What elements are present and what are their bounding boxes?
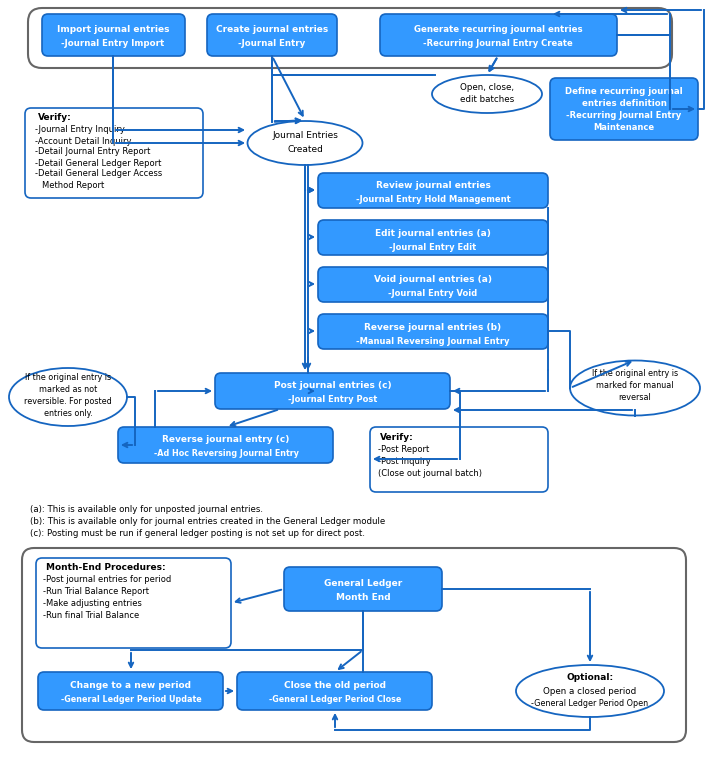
Text: Define recurring journal: Define recurring journal <box>565 87 683 95</box>
FancyBboxPatch shape <box>550 78 698 140</box>
Text: -Detail General Ledger Report: -Detail General Ledger Report <box>35 158 161 168</box>
Text: Edit journal entries (a): Edit journal entries (a) <box>375 229 491 238</box>
Text: (b): This is available only for journal entries created in the General Ledger mo: (b): This is available only for journal … <box>30 517 385 527</box>
Text: edit batches: edit batches <box>460 95 514 104</box>
Text: (Close out journal batch): (Close out journal batch) <box>378 469 482 479</box>
Text: Void journal entries (a): Void journal entries (a) <box>374 276 492 284</box>
FancyBboxPatch shape <box>318 314 548 349</box>
FancyBboxPatch shape <box>215 373 450 409</box>
FancyBboxPatch shape <box>380 14 617 56</box>
Text: -Detail Journal Entry Report: -Detail Journal Entry Report <box>35 148 150 156</box>
Text: -General Ledger Period Close: -General Ledger Period Close <box>269 694 401 703</box>
Text: marked as not: marked as not <box>39 386 97 395</box>
Text: Optional:: Optional: <box>566 674 614 683</box>
Text: -Post Inquiry: -Post Inquiry <box>378 457 430 466</box>
Text: -Manual Reversing Journal Entry: -Manual Reversing Journal Entry <box>356 337 510 345</box>
Ellipse shape <box>248 121 362 165</box>
FancyBboxPatch shape <box>42 14 185 56</box>
Text: -Recurring Journal Entry: -Recurring Journal Entry <box>566 110 682 120</box>
Text: Month End: Month End <box>336 594 390 603</box>
Text: -Journal Entry Edit: -Journal Entry Edit <box>389 242 476 251</box>
Text: (a): This is available only for unposted journal entries.: (a): This is available only for unposted… <box>30 505 263 514</box>
Ellipse shape <box>516 665 664 717</box>
FancyBboxPatch shape <box>318 267 548 302</box>
FancyBboxPatch shape <box>38 672 223 710</box>
Text: Reverse journal entry (c): Reverse journal entry (c) <box>162 436 290 444</box>
FancyBboxPatch shape <box>370 427 548 492</box>
Text: -Journal Entry: -Journal Entry <box>239 40 306 49</box>
FancyBboxPatch shape <box>36 558 231 648</box>
Text: -Post journal entries for period: -Post journal entries for period <box>43 575 171 584</box>
Text: entries only.: entries only. <box>44 409 92 418</box>
Text: -Recurring Journal Entry Create: -Recurring Journal Entry Create <box>423 40 573 49</box>
FancyBboxPatch shape <box>22 548 686 742</box>
Text: Open, close,: Open, close, <box>460 84 514 92</box>
Text: General Ledger: General Ledger <box>324 579 402 588</box>
Text: (c): Posting must be run if general ledger posting is not set up for direct post: (c): Posting must be run if general ledg… <box>30 530 365 539</box>
Text: marked for manual: marked for manual <box>596 382 674 390</box>
Text: -Post Report: -Post Report <box>378 446 429 454</box>
Text: -Run final Trial Balance: -Run final Trial Balance <box>43 611 139 620</box>
Text: -Run Trial Balance Report: -Run Trial Balance Report <box>43 588 149 597</box>
FancyBboxPatch shape <box>25 108 203 198</box>
Text: Verify:: Verify: <box>38 114 72 123</box>
Text: If the original entry is: If the original entry is <box>592 370 678 379</box>
Text: Create journal entries: Create journal entries <box>216 25 328 34</box>
FancyBboxPatch shape <box>28 8 672 68</box>
Text: Journal Entries: Journal Entries <box>272 132 338 140</box>
Text: Open a closed period: Open a closed period <box>543 687 636 696</box>
Ellipse shape <box>9 368 127 426</box>
Text: -Detail General Ledger Access: -Detail General Ledger Access <box>35 169 162 178</box>
Text: Created: Created <box>287 146 323 155</box>
FancyBboxPatch shape <box>318 220 548 255</box>
Text: entries definition: entries definition <box>581 98 666 107</box>
Text: -General Ledger Period Open: -General Ledger Period Open <box>532 700 649 709</box>
Text: -Ad Hoc Reversing Journal Entry: -Ad Hoc Reversing Journal Entry <box>154 450 299 459</box>
Text: reversal: reversal <box>619 393 651 402</box>
Text: Review journal entries: Review journal entries <box>375 181 491 190</box>
Text: Import journal entries: Import journal entries <box>57 25 169 34</box>
FancyBboxPatch shape <box>118 427 333 463</box>
Text: -Journal Entry Void: -Journal Entry Void <box>389 290 478 299</box>
Text: -Journal Entry Post: -Journal Entry Post <box>288 395 377 405</box>
Text: -Journal Entry Import: -Journal Entry Import <box>62 40 165 49</box>
Text: Close the old period: Close the old period <box>284 680 386 690</box>
Text: Change to a new period: Change to a new period <box>71 680 191 690</box>
Text: reversible. For posted: reversible. For posted <box>24 398 112 406</box>
Text: -Account Detail Inquiry: -Account Detail Inquiry <box>35 136 132 146</box>
Text: Verify:: Verify: <box>380 434 413 443</box>
Text: -General Ledger Period Update: -General Ledger Period Update <box>61 694 201 703</box>
FancyBboxPatch shape <box>284 567 442 611</box>
Text: If the original entry is: If the original entry is <box>25 373 111 383</box>
Text: Post journal entries (c): Post journal entries (c) <box>274 382 392 390</box>
Text: -Journal Entry Inquiry: -Journal Entry Inquiry <box>35 126 125 135</box>
Text: Month-End Procedures:: Month-End Procedures: <box>46 564 166 572</box>
FancyBboxPatch shape <box>207 14 337 56</box>
FancyBboxPatch shape <box>318 173 548 208</box>
Text: Method Report: Method Report <box>42 181 104 190</box>
Ellipse shape <box>432 75 542 113</box>
Ellipse shape <box>570 360 700 415</box>
Text: -Make adjusting entries: -Make adjusting entries <box>43 600 142 609</box>
FancyBboxPatch shape <box>237 672 432 710</box>
Text: -Journal Entry Hold Management: -Journal Entry Hold Management <box>355 196 510 204</box>
Text: Maintenance: Maintenance <box>593 123 655 132</box>
Text: Reverse journal entries (b): Reverse journal entries (b) <box>365 322 501 331</box>
Text: Generate recurring journal entries: Generate recurring journal entries <box>413 25 582 34</box>
